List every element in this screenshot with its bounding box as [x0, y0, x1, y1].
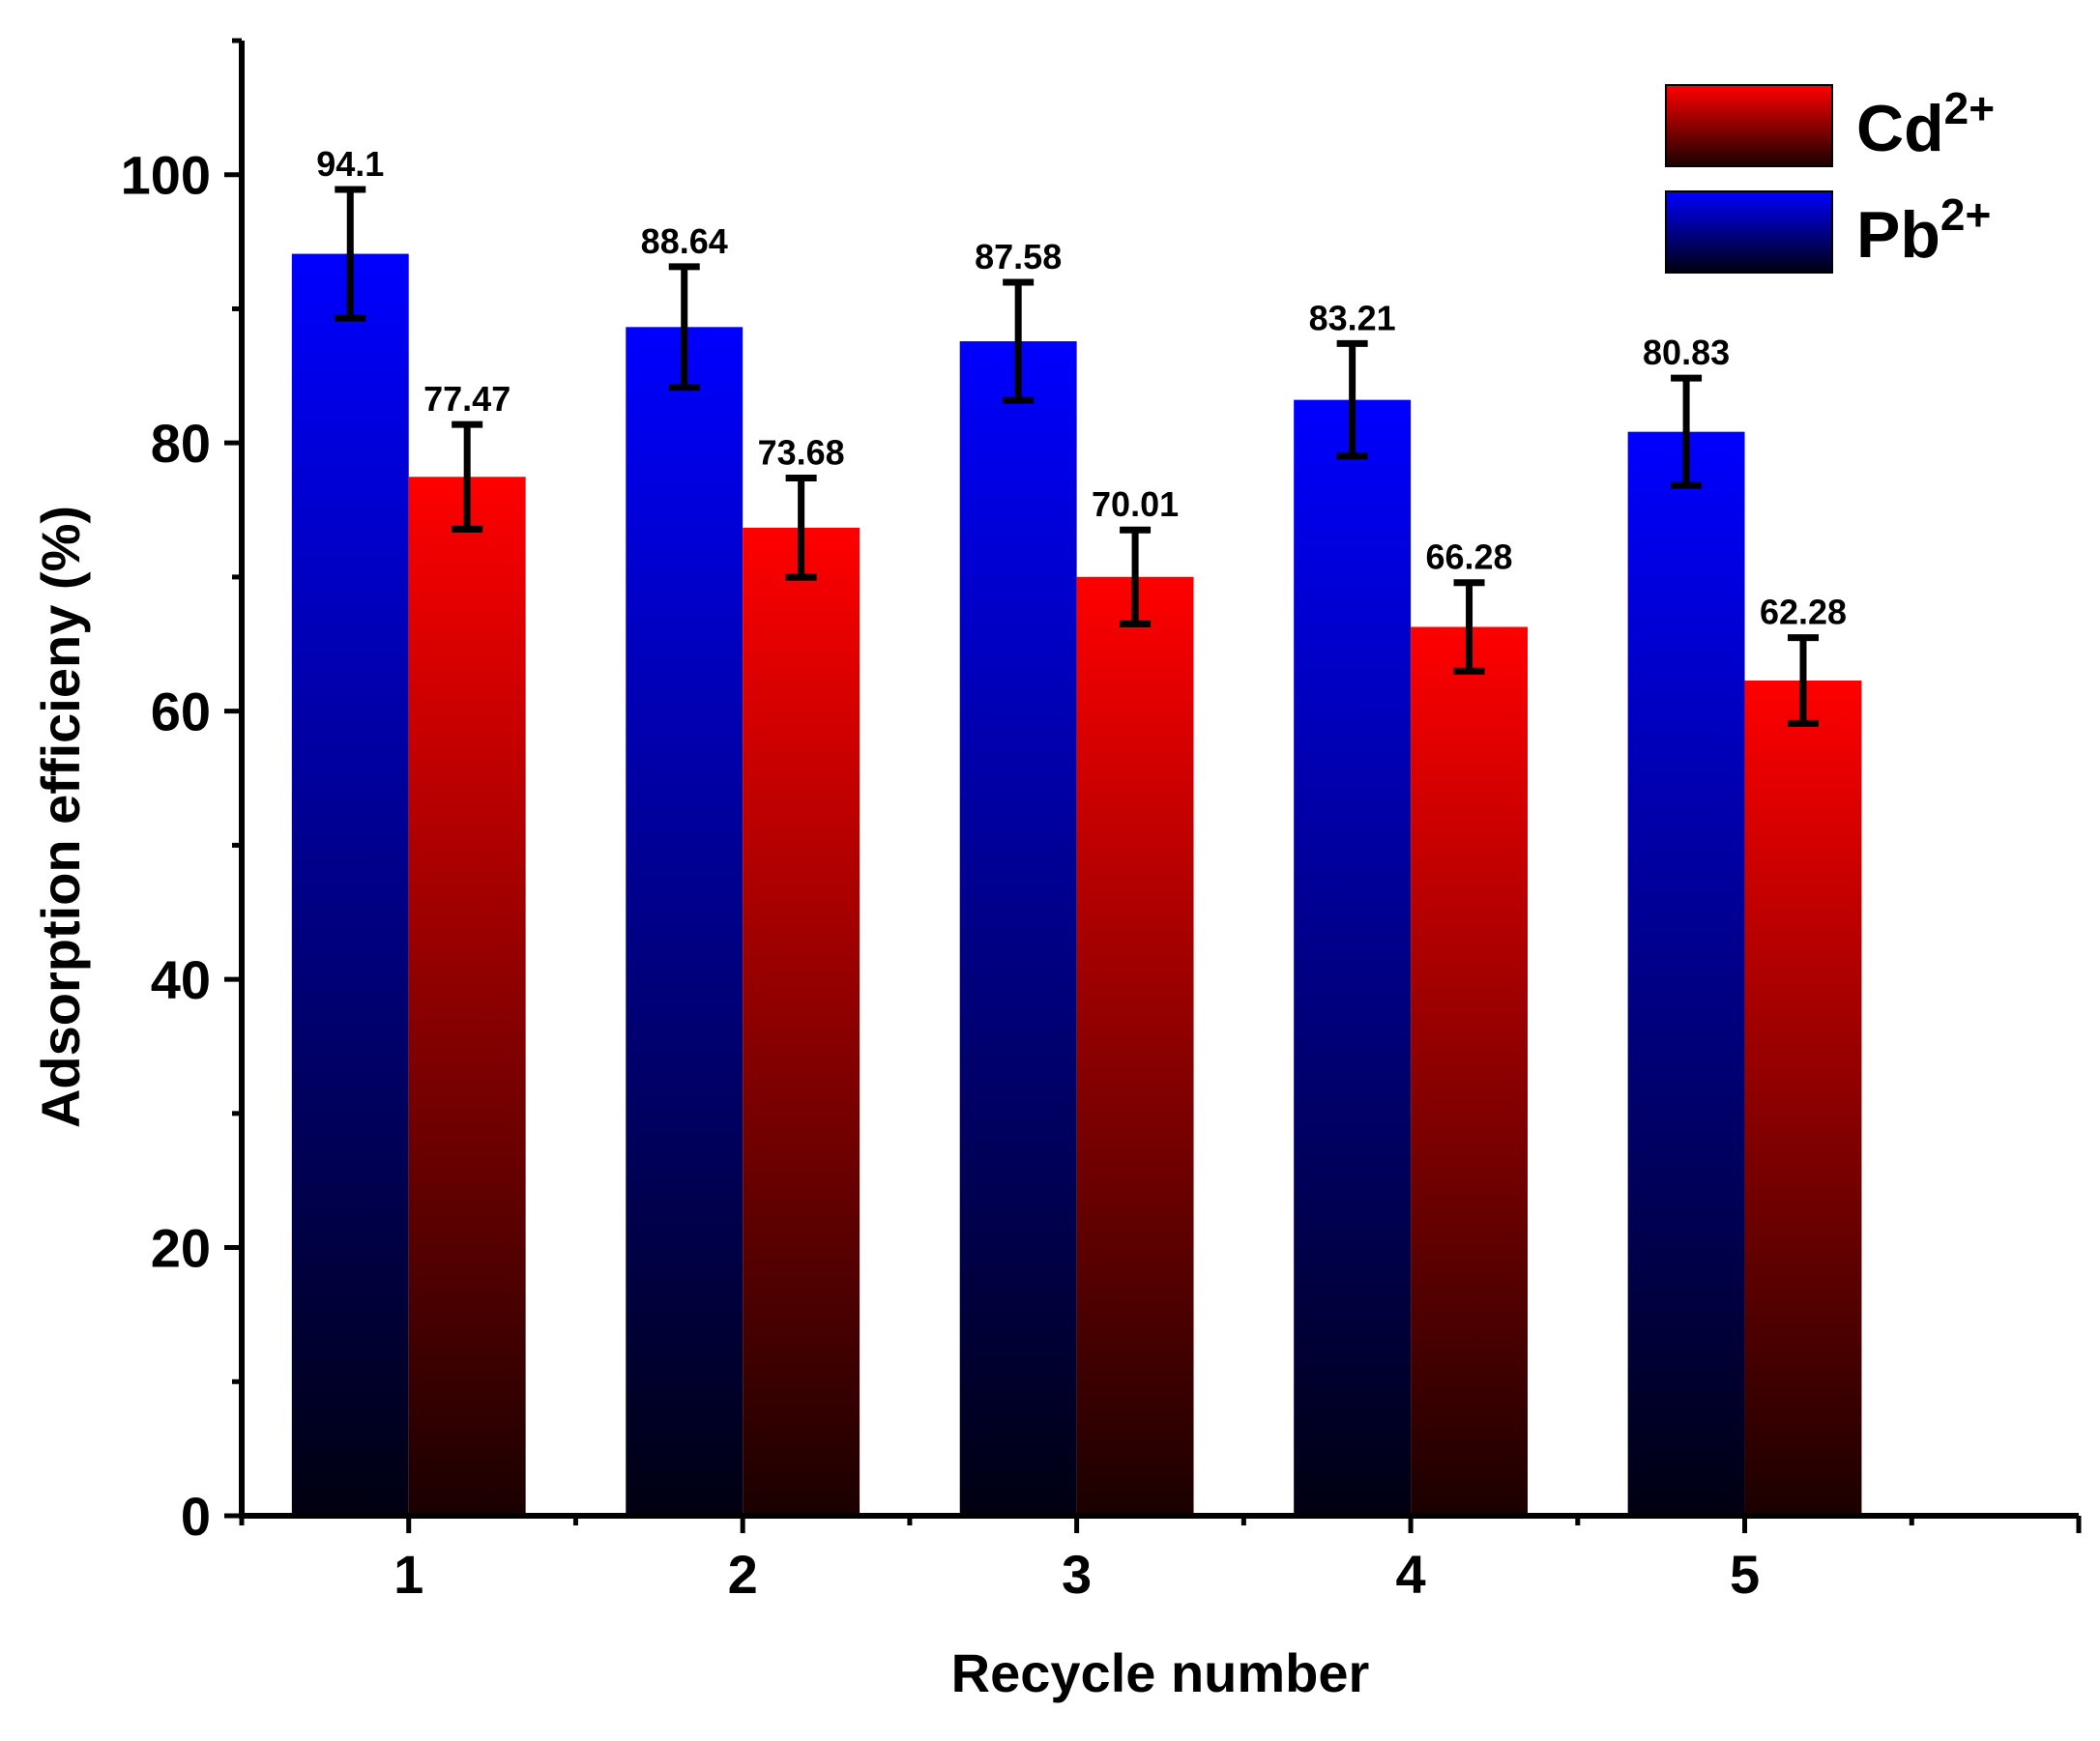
y-tick-label: 100	[121, 145, 211, 206]
legend-swatch-pb	[1665, 190, 1833, 274]
y-tick-label: 40	[151, 949, 211, 1010]
data-label-pb-2: 88.64	[641, 221, 728, 261]
bars-layer	[291, 253, 1862, 1517]
error-bar-pb-1	[335, 186, 366, 322]
error-bar-pb-4	[1336, 339, 1368, 460]
y-tick-label: 80	[151, 413, 211, 474]
bar-cd-2	[743, 527, 860, 1516]
error-bar-pb-5	[1671, 374, 1703, 489]
data-labels-layer: 94.1 88.64 87.58 83.21 80.83 77.47 73.68 70.01 6…	[316, 144, 1847, 632]
legend: Cd2+ Pb2+	[1665, 83, 1995, 274]
legend-label-pb: Pb2+	[1856, 189, 1991, 272]
data-label-cd-2: 73.68	[758, 433, 845, 473]
x-tick-label: 5	[1730, 1544, 1760, 1605]
legend-label-cd: Cd2+	[1856, 83, 1995, 165]
error-bar-pb-2	[668, 263, 700, 392]
bar-pb-2	[626, 327, 744, 1517]
data-label-cd-5: 62.28	[1760, 593, 1847, 632]
x-axis-title: Recycle number	[951, 1642, 1370, 1703]
y-tick-label: 0	[181, 1486, 211, 1547]
bar-pb-1	[291, 253, 409, 1516]
bar-pb-5	[1627, 431, 1745, 1516]
bar-cd-4	[1411, 626, 1528, 1516]
error-bar-cd-4	[1453, 579, 1485, 675]
data-label-pb-3: 87.58	[975, 237, 1062, 276]
data-label-pb-4: 83.21	[1309, 298, 1396, 337]
error-bar-cd-3	[1120, 526, 1152, 627]
data-label-pb-1: 94.1	[316, 144, 384, 184]
error-bar-pb-3	[1003, 278, 1035, 404]
bar-cd-5	[1744, 681, 1862, 1516]
error-bars-layer	[335, 186, 1819, 727]
y-axis-title: Adsorption efficieny (%)	[30, 506, 91, 1128]
x-tick-label: 3	[1062, 1544, 1092, 1605]
bar-pb-3	[959, 341, 1077, 1516]
data-label-pb-5: 80.83	[1643, 333, 1730, 372]
error-bar-cd-2	[785, 475, 817, 581]
bar-pb-4	[1294, 399, 1412, 1516]
data-label-cd-4: 66.28	[1425, 537, 1512, 577]
x-tick-label: 4	[1396, 1544, 1426, 1605]
error-bar-cd-5	[1788, 634, 1819, 727]
y-tick-label: 20	[151, 1218, 211, 1279]
y-tick-label: 60	[151, 682, 211, 742]
x-tick-label: 2	[728, 1544, 758, 1605]
x-tick-label: 1	[394, 1544, 423, 1605]
data-label-cd-3: 70.01	[1092, 484, 1179, 524]
data-label-cd-1: 77.47	[423, 379, 510, 419]
error-bar-cd-1	[452, 421, 483, 533]
axes-layer: 0 20 40 60 80 100 1 2 3 4 5	[121, 38, 2082, 1605]
legend-swatch-cd	[1665, 84, 1833, 167]
bar-cd-3	[1076, 576, 1194, 1516]
bar-cd-1	[408, 477, 526, 1517]
